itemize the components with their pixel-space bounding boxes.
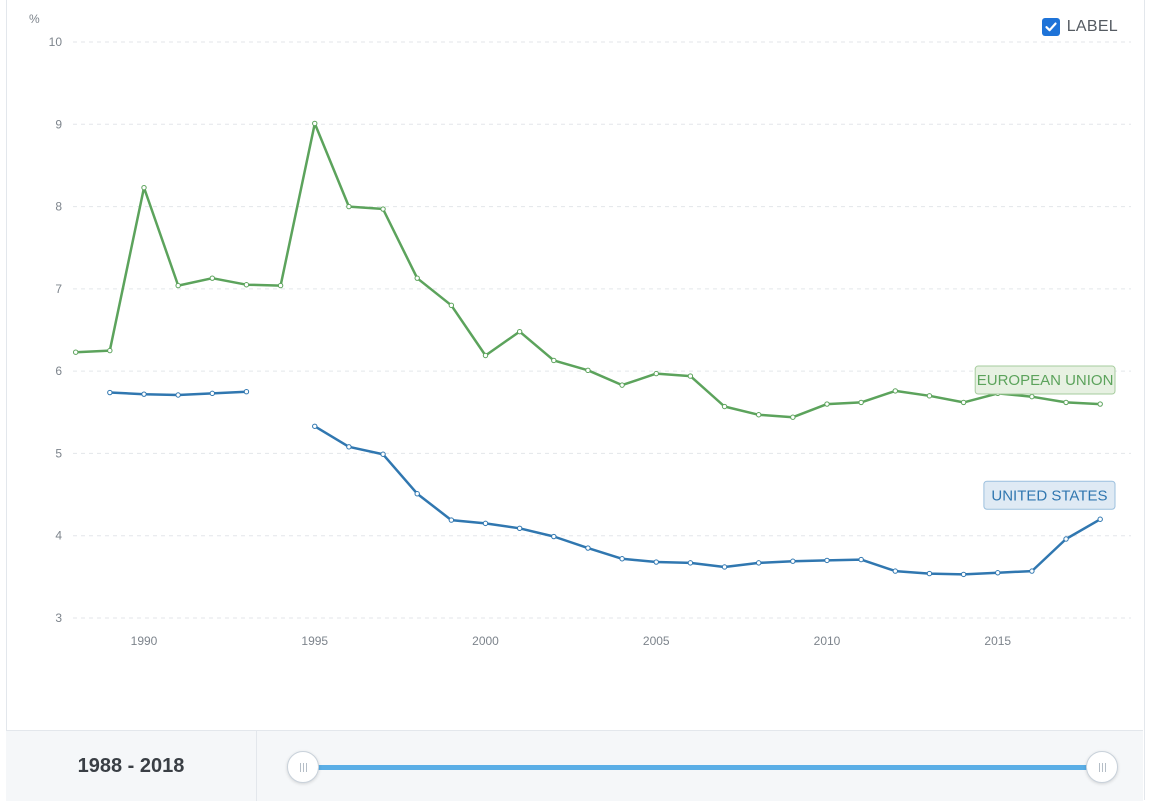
european-union-point — [1097, 401, 1103, 407]
united-states-point — [346, 444, 352, 450]
european-union-point — [414, 275, 420, 281]
european-union-point — [619, 382, 625, 388]
european-union-point — [790, 414, 796, 420]
european-union-point — [585, 367, 591, 374]
united-states-point — [414, 491, 420, 497]
range-footer: 1988 - 2018 — [6, 730, 1143, 801]
united-states-line — [313, 425, 1102, 576]
y-tick-label: 10 — [49, 35, 63, 49]
european-union-point — [107, 347, 113, 354]
line-chart: 3 4 5 6 7 8 9 10% 1990 1995 2000 2005 2010 2015 EUROPE… — [29, 12, 1131, 648]
european-union-label-box — [974, 365, 1116, 395]
european-union-point — [926, 393, 933, 399]
european-union-point — [960, 399, 967, 406]
european-union-point — [380, 206, 386, 212]
slider-handle-start[interactable] — [287, 751, 319, 783]
united-states-point — [790, 558, 796, 564]
y-tick-label: 5 — [55, 446, 62, 460]
checkmark-icon — [1045, 22, 1057, 32]
y-tick-label: 6 — [55, 364, 62, 378]
european-union-point — [756, 412, 762, 418]
european-union-point — [73, 349, 79, 355]
y-tick-label: 3 — [55, 611, 62, 625]
european-union-label-text: EUROPEAN UNION — [977, 372, 1114, 389]
united-states-point — [312, 423, 318, 429]
european-union-point — [551, 357, 557, 364]
united-states-label-box — [983, 480, 1116, 510]
united-states-label-text: UNITED STATES — [991, 487, 1107, 504]
european-union-point — [243, 282, 250, 288]
united-states-point — [619, 556, 625, 562]
united-states-point — [107, 389, 113, 396]
united-states-point — [551, 533, 557, 540]
x-tick-label: 1990 — [131, 634, 158, 648]
slider-handle-end[interactable] — [1086, 751, 1118, 783]
european-union-point — [687, 373, 694, 379]
united-states-point — [448, 517, 455, 523]
x-tick-label: 2005 — [643, 634, 670, 648]
european-union-point — [653, 370, 659, 377]
united-states-point — [824, 557, 830, 564]
label-checkbox[interactable] — [1041, 18, 1060, 36]
y-tick-label: 8 — [55, 200, 62, 214]
united-states-point — [1097, 516, 1103, 522]
united-states-point — [209, 390, 216, 397]
united-states-point — [1029, 568, 1035, 574]
y-tick-label: 9 — [55, 117, 62, 131]
year-range-slider-track[interactable] — [302, 765, 1102, 770]
united-states-point — [243, 389, 250, 395]
european-union-point — [1063, 399, 1069, 406]
united-states-point — [516, 525, 523, 532]
european-union-point — [1029, 393, 1035, 400]
united-states-point — [995, 570, 1001, 576]
united-states-point — [960, 571, 967, 578]
united-states-point — [585, 545, 591, 551]
grip-icon — [1098, 762, 1106, 772]
european-union-point — [448, 302, 455, 309]
range-end: 2018 — [139, 754, 185, 777]
united-states-point — [380, 451, 386, 457]
x-tick-label: 2015 — [984, 634, 1011, 648]
label-toggle[interactable]: LABEL — [1041, 18, 1118, 36]
european-union-point — [209, 275, 216, 281]
european-union-point — [516, 328, 523, 335]
united-states-point — [756, 560, 762, 566]
united-states-point — [721, 564, 728, 570]
united-states-point — [175, 392, 181, 398]
x-tick-label: 2000 — [472, 634, 499, 648]
united-states-point — [926, 570, 933, 577]
european-union-point — [482, 352, 489, 359]
x-tick-label: 2010 — [814, 634, 841, 648]
y-axis-unit: % — [29, 12, 40, 26]
european-union-point — [277, 282, 284, 289]
chart-panel: 3 4 5 6 7 8 9 10% 1990 1995 2000 2005 2010 2015 EUROPE… — [6, 0, 1145, 800]
european-union-line — [74, 122, 1102, 419]
united-states-point — [892, 568, 898, 574]
y-tick-label: 7 — [55, 282, 62, 296]
united-states-point — [1063, 536, 1069, 542]
european-union-point — [346, 203, 352, 210]
european-union-point — [312, 120, 318, 127]
x-tick-label: 1995 — [301, 634, 328, 648]
united-states-point — [653, 559, 659, 565]
united-states-point — [687, 560, 694, 566]
european-union-point — [858, 399, 864, 406]
grip-icon — [299, 762, 307, 772]
year-range-label: 1988 - 2018 — [6, 731, 257, 801]
range-start: 1988 — [77, 754, 123, 777]
european-union-point — [824, 401, 830, 407]
united-states-point — [141, 391, 147, 397]
label-toggle-text: LABEL — [1066, 18, 1118, 35]
united-states-point — [858, 556, 864, 563]
european-union-point — [892, 388, 898, 394]
european-union-point — [141, 184, 147, 191]
united-states-point — [482, 520, 489, 527]
y-tick-label: 4 — [55, 529, 62, 543]
european-union-point — [721, 403, 728, 410]
european-union-point — [175, 282, 181, 289]
range-separator: - — [122, 754, 140, 777]
